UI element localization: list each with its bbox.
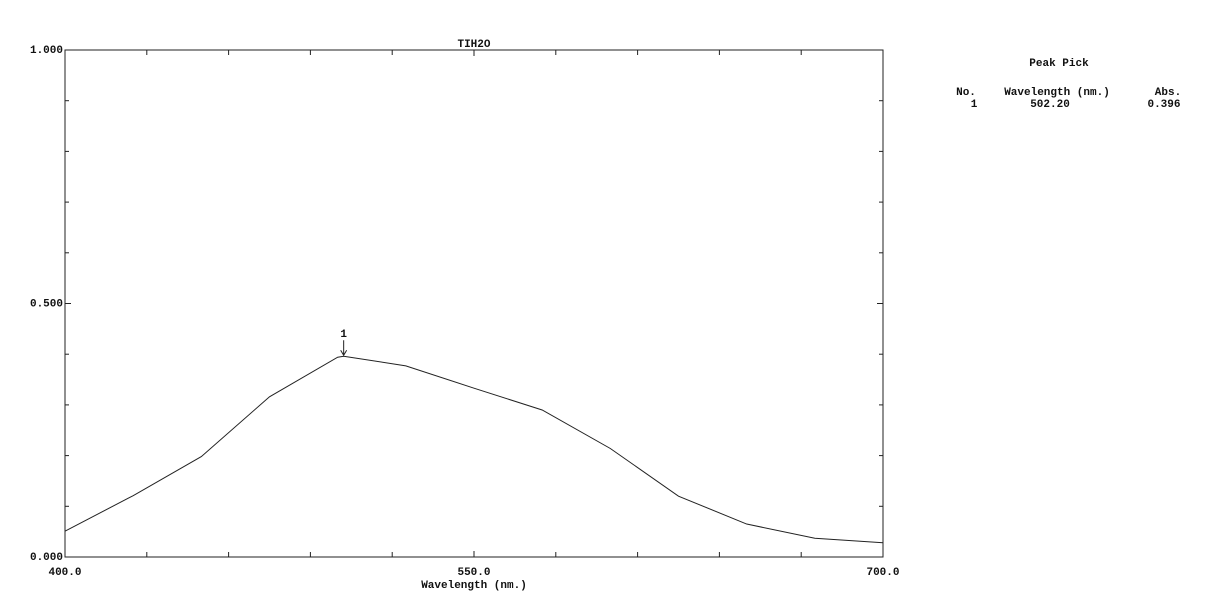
x-tick-label: 550.0 <box>457 567 490 579</box>
spectrum-line <box>64 355 884 544</box>
peak-arrow <box>340 340 348 357</box>
y-tick-label: 1.000 <box>30 45 63 57</box>
y-tick-label: 0.500 <box>30 298 63 310</box>
table-cell: 502.20 <box>1030 99 1070 111</box>
x-tick-label: 700.0 <box>866 567 899 579</box>
x-axis-label: Wavelength (nm.) <box>421 580 527 592</box>
table-header: Wavelength (nm.) <box>1004 87 1110 99</box>
x-tick-label: 400.0 <box>48 567 81 579</box>
table-cell: 1 <box>971 99 978 111</box>
table-cell: 0.396 <box>1147 99 1180 111</box>
table-header: No. <box>956 87 976 99</box>
peak-label: 1 <box>340 329 347 341</box>
plot-frame <box>64 49 884 558</box>
chart-title: TIH2O <box>457 39 490 51</box>
table-title: Peak Pick <box>1029 58 1089 70</box>
table-header: Abs. <box>1155 87 1181 99</box>
y-tick-label: 0.000 <box>30 552 63 564</box>
